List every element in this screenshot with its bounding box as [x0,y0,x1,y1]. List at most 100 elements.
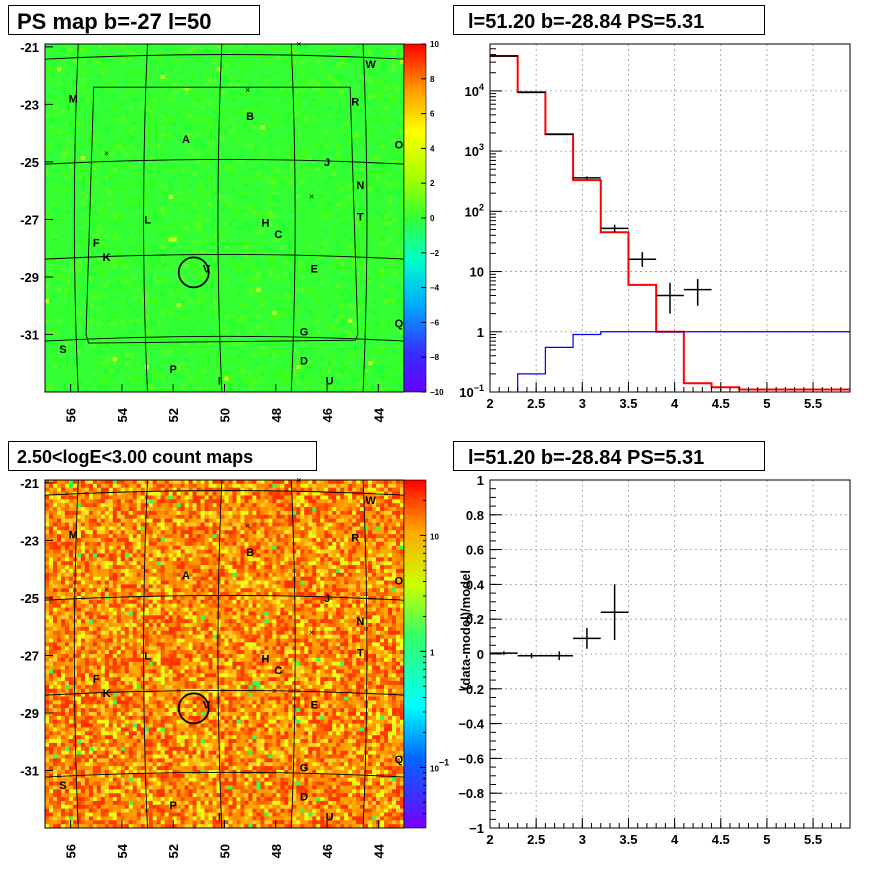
ps-map-cell [320,210,325,215]
ps-map-cell [348,47,353,53]
ps-map-cell [340,218,345,223]
ps-map-cell [288,337,293,343]
count-map-cell [96,750,102,755]
ps-map-cell [256,306,261,312]
count-map-cell [92,773,98,779]
count-map-cell [136,503,142,508]
count-map-cell [124,607,130,612]
ps-map-cell [96,256,102,261]
count-map-cell [80,507,86,512]
ps-map-cell [268,152,273,157]
count-map-cell [80,777,86,782]
ps-map-cell [208,121,213,126]
ps-map-cell [228,376,233,381]
count-map-cell [48,503,54,508]
count-map-cell [80,565,86,570]
count-map-cell [120,499,126,504]
count-map-cell [136,719,142,724]
ps-map-cell [84,388,90,392]
ps-map-source-label: B [246,111,254,123]
ps-map-cell [160,264,165,269]
ps-map-cell [336,51,341,56]
count-map-cell [60,541,66,547]
ps-map-cell [120,74,126,80]
count-map-cell [92,541,98,547]
count-map-cell [80,483,86,489]
ps-map-cell [92,341,98,346]
count-map-cell [96,727,102,732]
count-map-cell [148,619,153,624]
count-map-cell [88,704,94,709]
count-map-cell [60,808,66,813]
count-map-cell [104,507,110,512]
ps-map-cell [304,376,309,381]
ps-map-cell [356,117,361,122]
count-map-cell [76,588,82,593]
count-map-cell [124,626,130,632]
ps-map-cell [292,372,297,377]
ps-map-cell [64,129,70,134]
ps-map-cell [56,349,62,354]
ps-map-cell [384,163,389,169]
count-map-cell [68,642,74,647]
count-map-cell [96,739,102,744]
ps-map-cell [80,98,86,103]
count-map-cell [48,723,54,728]
count-map-cell [52,700,58,705]
ps-map-lon-line [143,44,148,392]
count-map-cell [132,572,138,577]
count-map-cell [76,766,82,771]
count-map-cell [45,712,50,717]
ps-map-cell [300,372,305,377]
ps-map-cell [316,318,321,323]
ps-map-lon-line [73,44,79,392]
ps-map-cell [184,132,189,138]
ps-map-cell [380,206,385,211]
count-map-cell [128,727,134,732]
ps-map-cell [168,310,173,315]
ps-map-cell [232,105,237,111]
ps-map-cell [76,372,82,377]
ps-map-cell [280,125,285,130]
count-map-cell [60,708,66,713]
count-map-cell [120,739,126,744]
ps-map-cell [176,194,181,199]
count-map-cell [100,607,106,612]
ps-map-cell [260,198,265,203]
count-map-cell [96,696,102,701]
count-map-cell [52,770,58,775]
ps-map-cell [240,368,245,373]
ps-map-cell [212,272,217,277]
count-map-cell [88,669,94,674]
count-map-cell [136,785,142,790]
ps-map-cell [344,233,349,238]
ps-map-cell [128,59,134,64]
count-map-cell [52,549,58,554]
ps-map-cell [132,55,138,60]
count-map-cell [152,758,157,763]
count-map-cell [80,719,86,724]
count-map-cell [136,800,142,806]
ps-map-cell [252,268,257,273]
count-map-cell [152,592,157,597]
count-map-cell [84,661,90,666]
count-map-cell [108,661,114,666]
ps-map-cell [288,214,293,219]
count-map-cell [156,526,161,531]
count-map-cell [84,592,90,597]
ps-map-cell [296,144,301,149]
ps-map-cell [232,44,237,49]
ps-map-cell [216,44,221,49]
count-map-cell [68,665,74,670]
count-map-cell [76,526,82,531]
ps-map-cell [80,59,86,64]
count-map-cell [148,557,153,562]
ps-map-cell [100,109,106,114]
count-map-cell [64,661,70,666]
count-map-cell [112,770,118,775]
count-map-cell [92,526,98,531]
ps-map-cell [360,326,365,331]
count-map-cell [104,793,110,798]
ps-map-cell [236,318,241,323]
count-map-cell [104,677,110,682]
